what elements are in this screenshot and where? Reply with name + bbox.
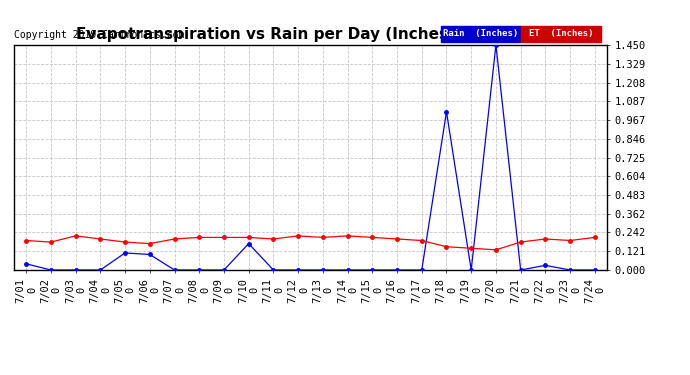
FancyBboxPatch shape xyxy=(521,26,601,42)
Text: ET  (Inches): ET (Inches) xyxy=(529,29,593,38)
Text: Rain  (Inches): Rain (Inches) xyxy=(444,29,519,38)
Text: Copyright 2019 Cartronics.com: Copyright 2019 Cartronics.com xyxy=(14,30,184,40)
Title: Evapotranspiration vs Rain per Day (Inches) 20190725: Evapotranspiration vs Rain per Day (Inch… xyxy=(76,27,545,42)
FancyBboxPatch shape xyxy=(441,26,521,42)
